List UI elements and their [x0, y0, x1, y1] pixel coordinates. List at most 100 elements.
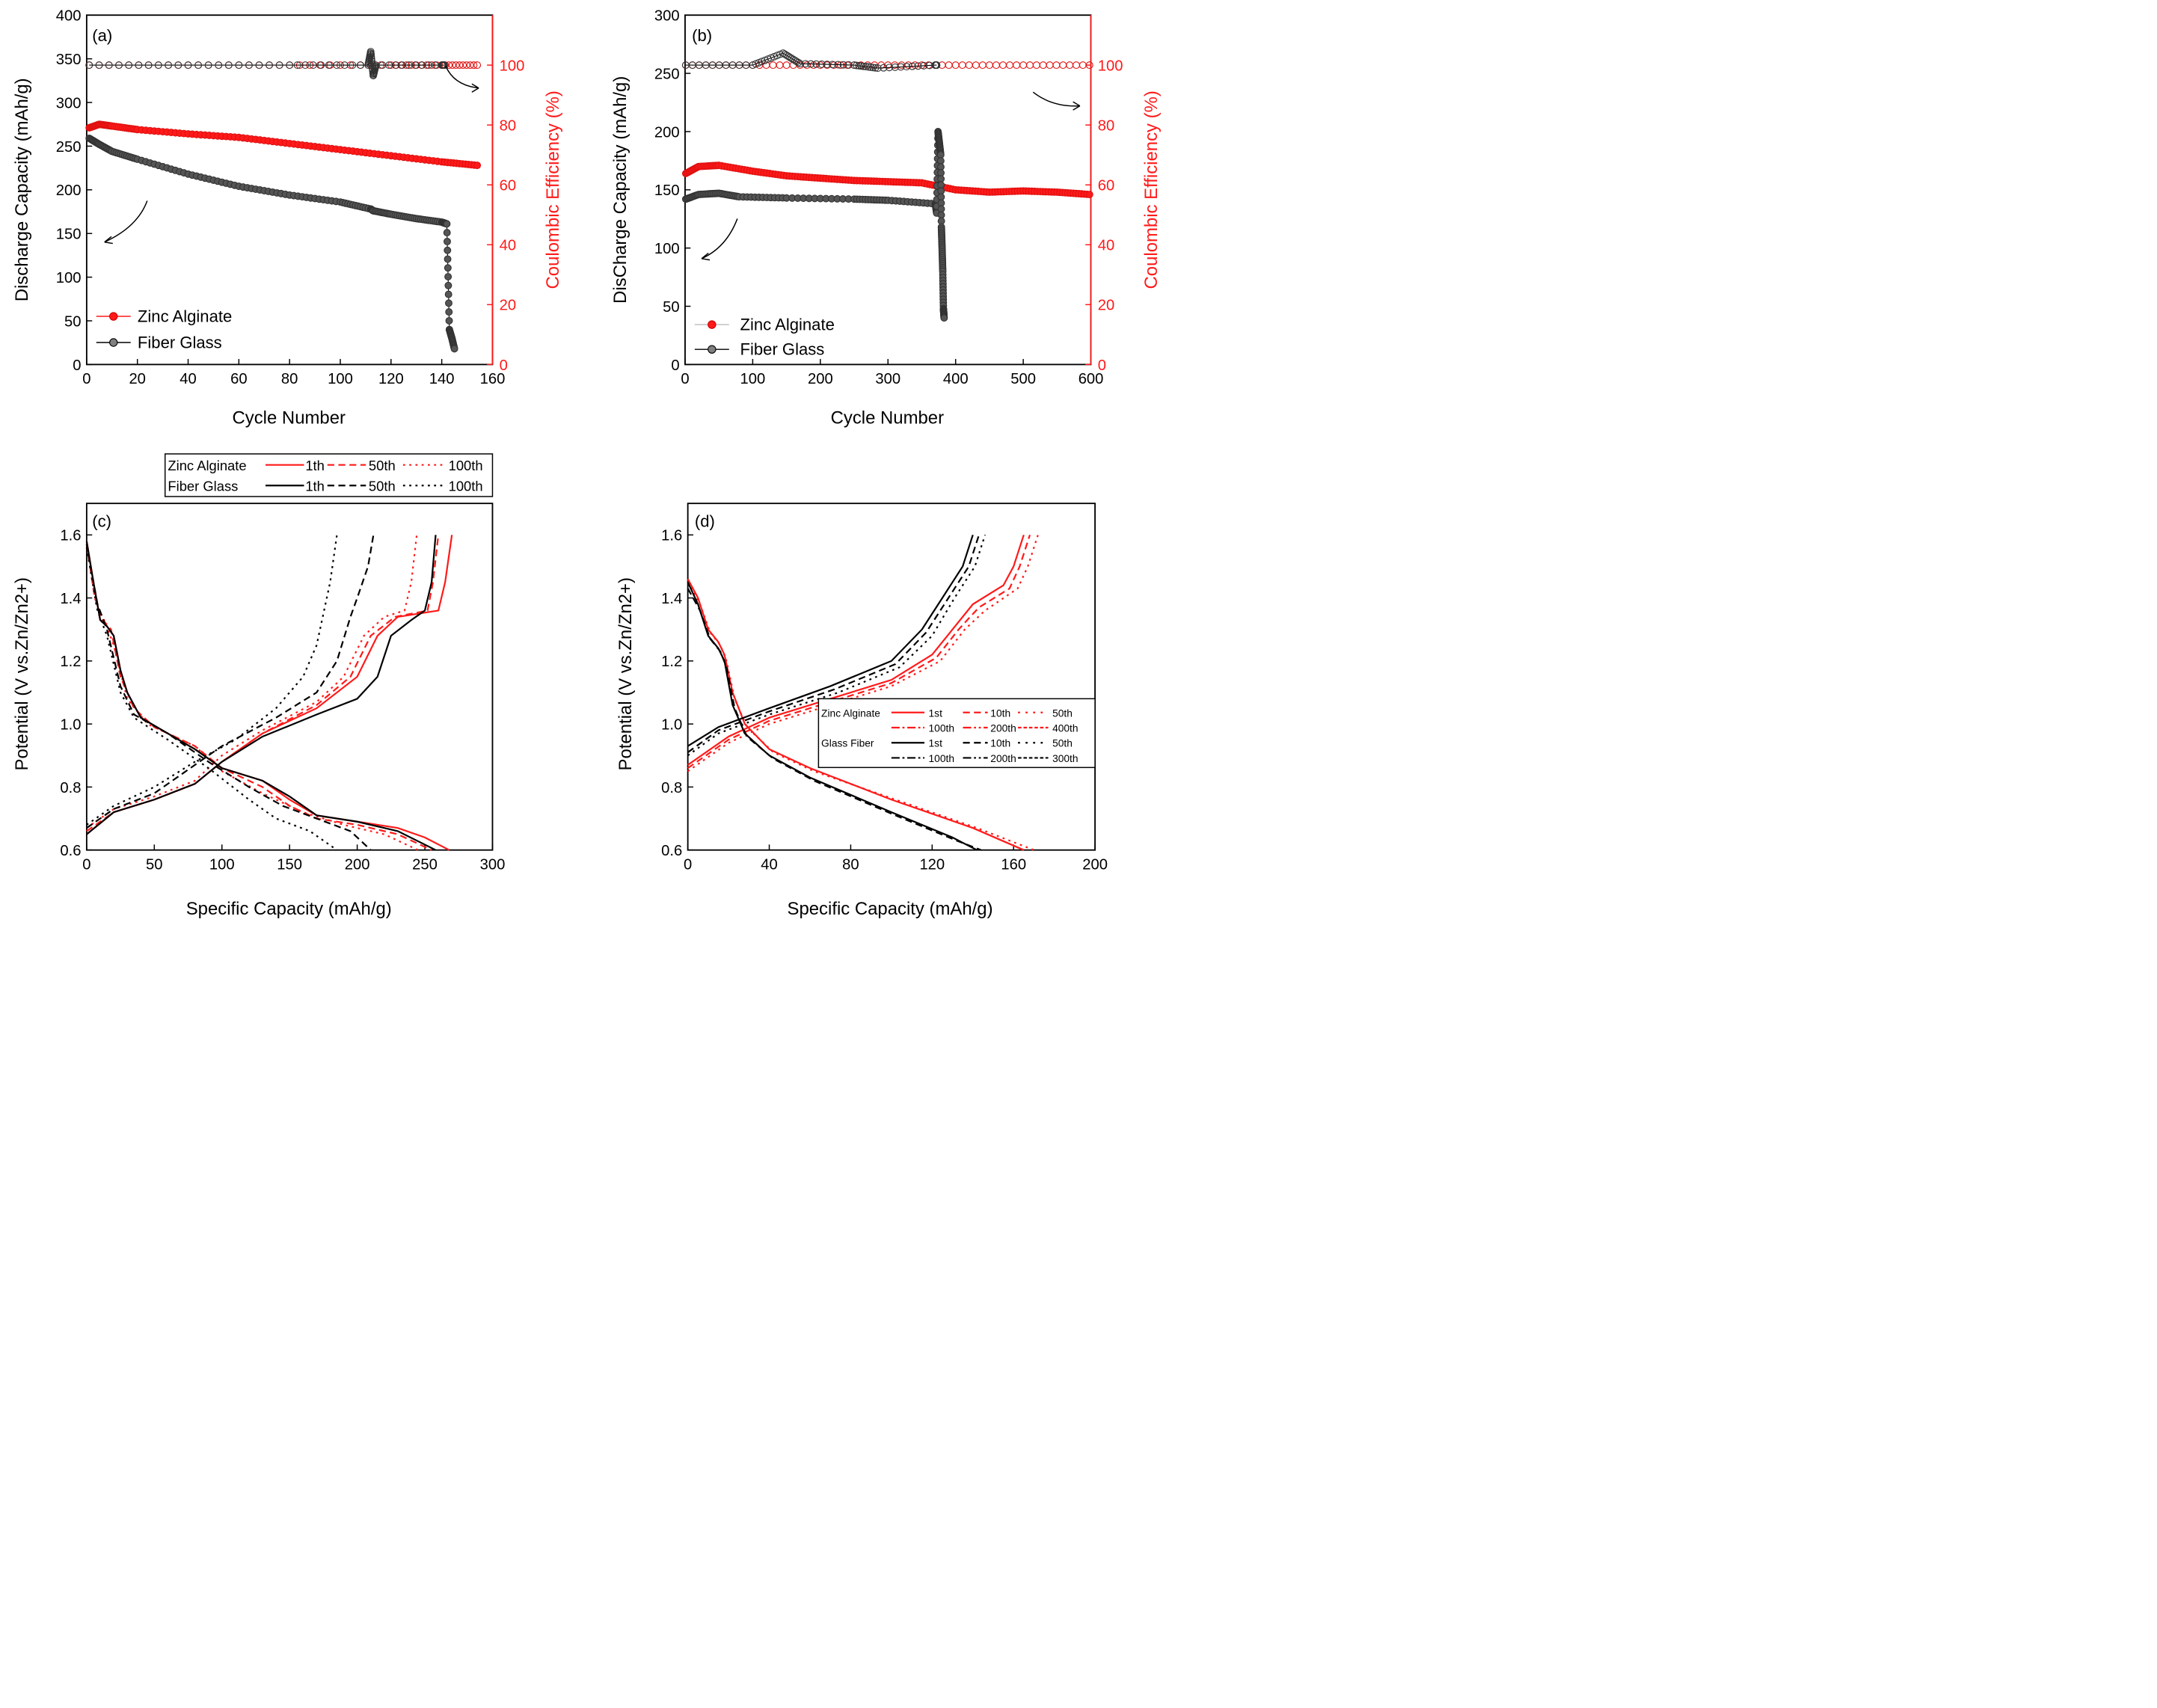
point-b-3-29 — [794, 58, 803, 67]
arrow-a-right-head-icon — [471, 83, 479, 93]
panel-a-xlabel: Cycle Number — [233, 408, 346, 428]
panel-c-legend-box — [164, 453, 494, 497]
point-a-3-7 — [154, 61, 162, 70]
legend-d-row1-entry3: 400th — [1052, 723, 1078, 734]
ytick-label-d-2: 1.0 — [661, 716, 682, 733]
panel-d-ylabel: Potential (V vs.Zn/Zn2+) — [616, 577, 636, 770]
point-b-1-192 — [940, 314, 948, 322]
point-b-2-42 — [965, 61, 973, 70]
ytick-label-d-3: 1.2 — [661, 654, 682, 670]
xtick-label-a-4: 80 — [281, 371, 298, 387]
point-a-3-1 — [95, 61, 103, 70]
xtick-label-d-0: 0 — [684, 856, 692, 873]
ytick-label-b-4: 200 — [654, 124, 680, 141]
ytick-label-a-5: 250 — [56, 139, 82, 156]
ytick-label-a-1: 50 — [64, 313, 81, 330]
xtick-label-c-5: 250 — [412, 856, 438, 873]
ytick-label-b-1: 50 — [663, 299, 679, 316]
xtick-label-a-8: 160 — [480, 371, 506, 387]
curve-c-8 — [86, 535, 375, 829]
point-b-3-46 — [865, 63, 873, 71]
y2tick-label-a-2: 40 — [500, 238, 517, 254]
xtick-label-a-6: 120 — [378, 371, 404, 387]
xtick-label-c-1: 50 — [146, 856, 163, 873]
panel-b-plot: 0 100 200 300 400 500 600050100150200250300020… — [654, 8, 1123, 388]
panel-d-plot: 0 40 80 120 160 200 0.6 0.8 1.0 1.2 1.4 1.6 — [661, 528, 1108, 873]
panel-a-y2label: Coulombic Efficiency (%) — [543, 90, 563, 289]
annotation-arrows — [104, 65, 1081, 261]
point-a-2-47 — [462, 61, 470, 70]
point-b-3-43 — [857, 62, 865, 70]
ytick-label-d-5: 1.6 — [661, 528, 682, 544]
xtick-label-d-3: 120 — [919, 856, 945, 873]
ytick-label-a-0: 0 — [73, 357, 81, 374]
panel-c-label: (c) — [92, 512, 111, 530]
ytick-label-b-6: 300 — [654, 8, 680, 25]
curve-c-10 — [86, 535, 338, 826]
legend-d-row0-entry3: 50th — [1052, 707, 1073, 719]
point-a-3-25 — [325, 61, 333, 70]
point-a-3-11 — [194, 61, 203, 70]
curve-c-4 — [86, 535, 418, 829]
legend-d-row3-entry1: 100th — [929, 753, 955, 764]
point-b-3-33 — [812, 60, 820, 68]
point-b-3-48 — [869, 64, 877, 72]
panel-c-xlabel: Specific Capacity (mAh/g) — [186, 899, 392, 919]
legend-a-zinc-label: Zinc Alginate — [138, 307, 232, 325]
legend-b-glass-label: Fiber Glass — [740, 340, 825, 359]
point-a-3-26 — [333, 61, 341, 70]
point-a-3-0 — [85, 61, 93, 70]
point-b-3-42 — [855, 61, 863, 70]
point-a-3-80 — [441, 61, 449, 70]
point-b-3-36 — [829, 61, 837, 69]
curve-d-7 — [687, 534, 987, 757]
legend-d-row1-entry1: 100th — [929, 723, 955, 734]
point-a-1-156 — [443, 220, 451, 228]
point-a-3-15 — [235, 61, 243, 70]
curve-c-5 — [85, 547, 419, 851]
legend-c-row0-entry1: 1th — [305, 458, 325, 473]
legend-c-row1-entry2: 50th — [369, 479, 396, 494]
y2tick-label-b-5: 100 — [1098, 58, 1123, 74]
y2tick-label-a-0: 0 — [500, 357, 508, 374]
curve-d-0 — [687, 534, 1025, 766]
arrow-a-left-icon — [104, 200, 148, 243]
point-a-3-3 — [114, 61, 123, 70]
xtick-label-a-7: 140 — [429, 371, 455, 387]
legend-d-row3-entry3: 300th — [1052, 753, 1078, 764]
point-b-2-51 — [1026, 61, 1034, 70]
curve-c-11 — [85, 547, 338, 851]
curve-d-6 — [687, 534, 980, 753]
point-a-2-50 — [473, 61, 482, 70]
point-a-3-42 — [367, 52, 375, 61]
point-a-3-12 — [204, 61, 212, 70]
xtick-label-b-1: 100 — [740, 371, 766, 387]
ytick-label-c-2: 1.0 — [60, 716, 81, 733]
point-a-1-166 — [445, 308, 453, 316]
point-b-2-43 — [972, 61, 980, 70]
arrow-b-left-icon — [701, 218, 738, 259]
point-b-3-41 — [853, 61, 861, 70]
point-a-0-120 — [473, 162, 482, 170]
y2tick-label-a-5: 100 — [500, 58, 525, 74]
point-b-2-53 — [1039, 61, 1047, 70]
point-b-3-38 — [839, 61, 847, 69]
point-b-3-45 — [862, 63, 870, 71]
point-a-3-29 — [356, 61, 364, 70]
point-b-3-49 — [871, 64, 880, 72]
point-a-3-17 — [255, 61, 263, 70]
point-b-2-54 — [1046, 61, 1054, 70]
point-b-2-49 — [1013, 61, 1021, 70]
xtick-label-a-1: 20 — [129, 371, 146, 387]
panel-b: 0 100 200 300 400 500 600050100150200250300020… — [610, 8, 1162, 428]
point-a-3-23 — [309, 61, 317, 70]
ytick-label-b-2: 100 — [654, 241, 680, 257]
point-a-3-10 — [184, 61, 192, 70]
point-a-3-5 — [135, 61, 143, 70]
curve-c-0 — [86, 535, 453, 835]
point-b-3-58 — [920, 61, 928, 70]
point-b-2-60 — [1085, 61, 1093, 70]
ytick-label-a-8: 400 — [56, 8, 82, 25]
point-b-3-32 — [807, 60, 815, 68]
legend-b-glass-marker — [708, 345, 717, 354]
